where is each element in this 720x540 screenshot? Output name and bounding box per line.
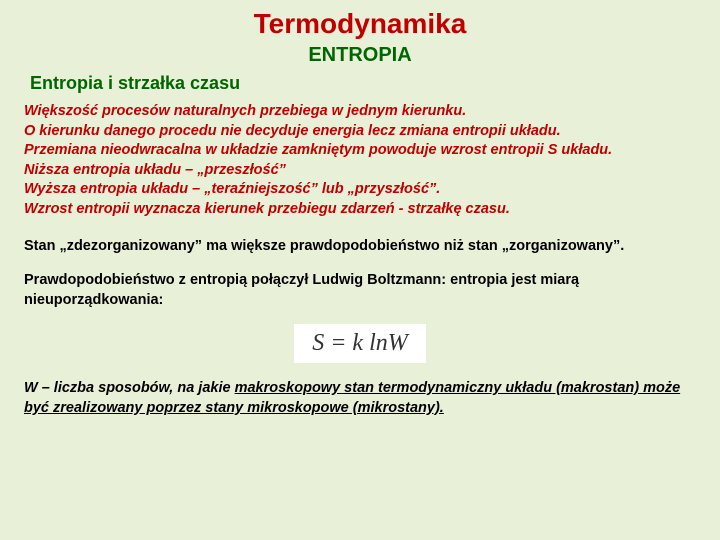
boltzmann-formula: S = k lnW [294, 324, 426, 363]
intro-red-paragraph: Większość procesów naturalnych przebiega… [24, 102, 696, 219]
formula-container: S = k lnW [24, 324, 696, 363]
footnote-prefix: W – liczba sposobów, na jakie [24, 380, 235, 396]
main-title: Termodynamika [24, 8, 696, 40]
section-heading: Entropia i strzałka czasu [30, 73, 696, 94]
probability-statement: Stan „zdezorganizowany” ma większe prawd… [24, 237, 696, 257]
footnote: W – liczba sposobów, na jakie makroskopo… [24, 379, 696, 418]
subtitle: ENTROPIA [24, 44, 696, 67]
boltzmann-statement: Prawdopodobieństwo z entropią połączył L… [24, 271, 696, 310]
